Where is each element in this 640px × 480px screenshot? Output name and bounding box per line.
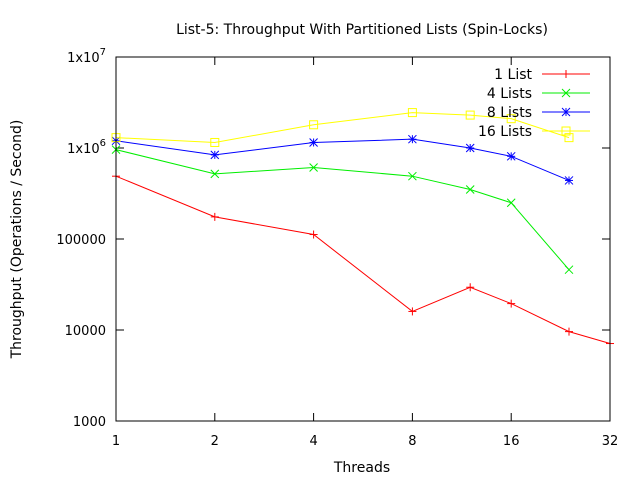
data-point (506, 114, 516, 124)
series-4-lists (111, 145, 574, 275)
y-tick-label-base: 10000 (65, 324, 106, 339)
series-line (115, 175, 611, 345)
data-point (210, 150, 220, 160)
legend-entry: 1 List (494, 67, 590, 83)
y-tick-label-base: 100000 (56, 233, 106, 248)
x-tick-label: 4 (309, 434, 317, 449)
y-tick-label-exponent: 6 (100, 138, 106, 149)
data-point (466, 283, 475, 292)
data-point (309, 120, 319, 130)
data-point (507, 299, 516, 308)
x-axis-label: Threads (333, 460, 390, 476)
x-tick-label: 32 (602, 434, 619, 449)
series-layer (111, 108, 614, 348)
y-tick-label: 1000 (73, 415, 106, 430)
legend-label: 8 Lists (487, 105, 532, 121)
series-1-list (112, 172, 614, 348)
data-point (465, 110, 475, 120)
x-tick-label: 2 (211, 434, 219, 449)
data-point (408, 134, 417, 144)
legend-entry: 4 Lists (487, 86, 590, 102)
data-point (309, 138, 318, 147)
legend-entry: 8 Lists (487, 105, 590, 121)
legend-marker (561, 126, 571, 136)
series-8-lists (111, 134, 574, 185)
y-tick-label: 1x106 (67, 138, 106, 157)
data-point (465, 185, 475, 194)
legend-label: 16 Lists (478, 124, 532, 140)
plot-frame (115, 56, 611, 422)
y-tick-label-base: 1000 (73, 415, 106, 430)
legend-marker (561, 107, 571, 117)
data-point (407, 108, 417, 118)
data-point (408, 307, 417, 316)
legend-label: 1 List (494, 67, 532, 83)
y-axis-label: Throughput (Operations / Second) (9, 120, 25, 360)
data-point (564, 176, 574, 185)
y-tick-label: 100000 (56, 233, 106, 248)
legend: 1 List 4 Lists 8 Lists 16 Lists (478, 67, 590, 140)
data-point (408, 171, 417, 181)
data-point (506, 151, 516, 161)
series-16-lists (111, 108, 574, 147)
data-point (309, 163, 318, 172)
data-point (210, 137, 220, 147)
data-point (210, 169, 220, 179)
x-tick-label: 16 (503, 434, 520, 449)
series-line (115, 112, 570, 143)
x-tick-label: 8 (408, 434, 416, 449)
legend-marker (562, 70, 570, 78)
y-tick-label: 1x107 (67, 47, 106, 66)
chart-title: List-5: Throughput With Partitioned List… (176, 22, 548, 38)
y-tick-label-base: 1x10 (67, 51, 100, 66)
data-point (564, 265, 574, 275)
data-point (210, 212, 219, 221)
y-tick-label-exponent: 7 (100, 47, 106, 58)
series-line (115, 138, 570, 181)
y-tick-label: 10000 (65, 324, 106, 339)
data-point (465, 143, 475, 153)
data-point (309, 230, 318, 239)
legend-marker (561, 88, 571, 98)
data-point (506, 198, 516, 208)
legend-label: 4 Lists (487, 86, 532, 102)
y-tick-label-base: 1x10 (67, 142, 100, 157)
data-point (564, 327, 573, 336)
legend-entry: 16 Lists (478, 124, 590, 140)
x-tick-label: 1 (112, 434, 120, 449)
series-line (115, 149, 570, 271)
data-point (564, 133, 574, 143)
